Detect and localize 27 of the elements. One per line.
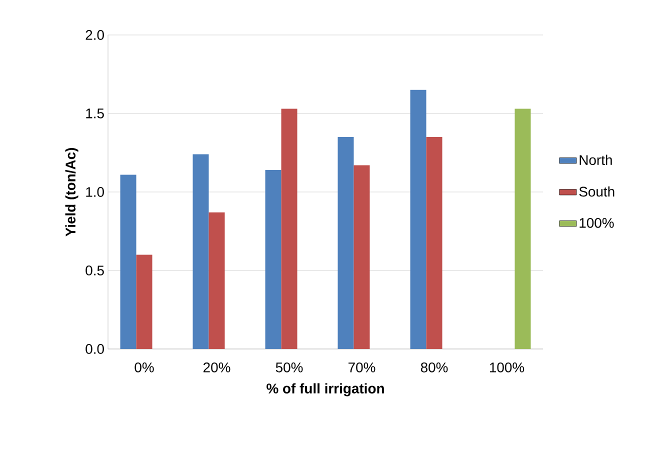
bar	[120, 174, 136, 349]
x-tick-label: 70%	[348, 362, 376, 372]
bar	[338, 137, 354, 349]
x-tick-label: 80%	[420, 362, 448, 372]
bar	[514, 108, 531, 349]
legend-label: South	[579, 186, 614, 197]
y-tick-label: 1.0	[86, 187, 104, 197]
bar	[136, 254, 152, 349]
bar	[354, 165, 370, 349]
bar	[426, 137, 442, 349]
y-tick-label: 0.0	[86, 344, 104, 354]
x-axis-title: % of full irrigation	[266, 383, 384, 396]
x-tick-label: 0%	[134, 362, 154, 372]
y-tick-label: 0.5	[86, 266, 104, 276]
y-tick-label: 2.0	[86, 30, 104, 40]
x-tick-label: 20%	[204, 362, 230, 372]
bar	[281, 108, 298, 349]
y-tick-label: 1.5	[86, 108, 104, 118]
bar	[192, 154, 209, 349]
legend-label: North	[580, 154, 612, 166]
legend-label: 100%	[580, 218, 614, 228]
x-tick-label: 50%	[276, 362, 303, 372]
bar	[208, 212, 225, 349]
x-tick-label: 100%	[490, 362, 524, 372]
bar	[265, 170, 282, 349]
y-axis-title: Yield (ton/Ac)	[65, 148, 78, 236]
bar	[410, 90, 426, 349]
